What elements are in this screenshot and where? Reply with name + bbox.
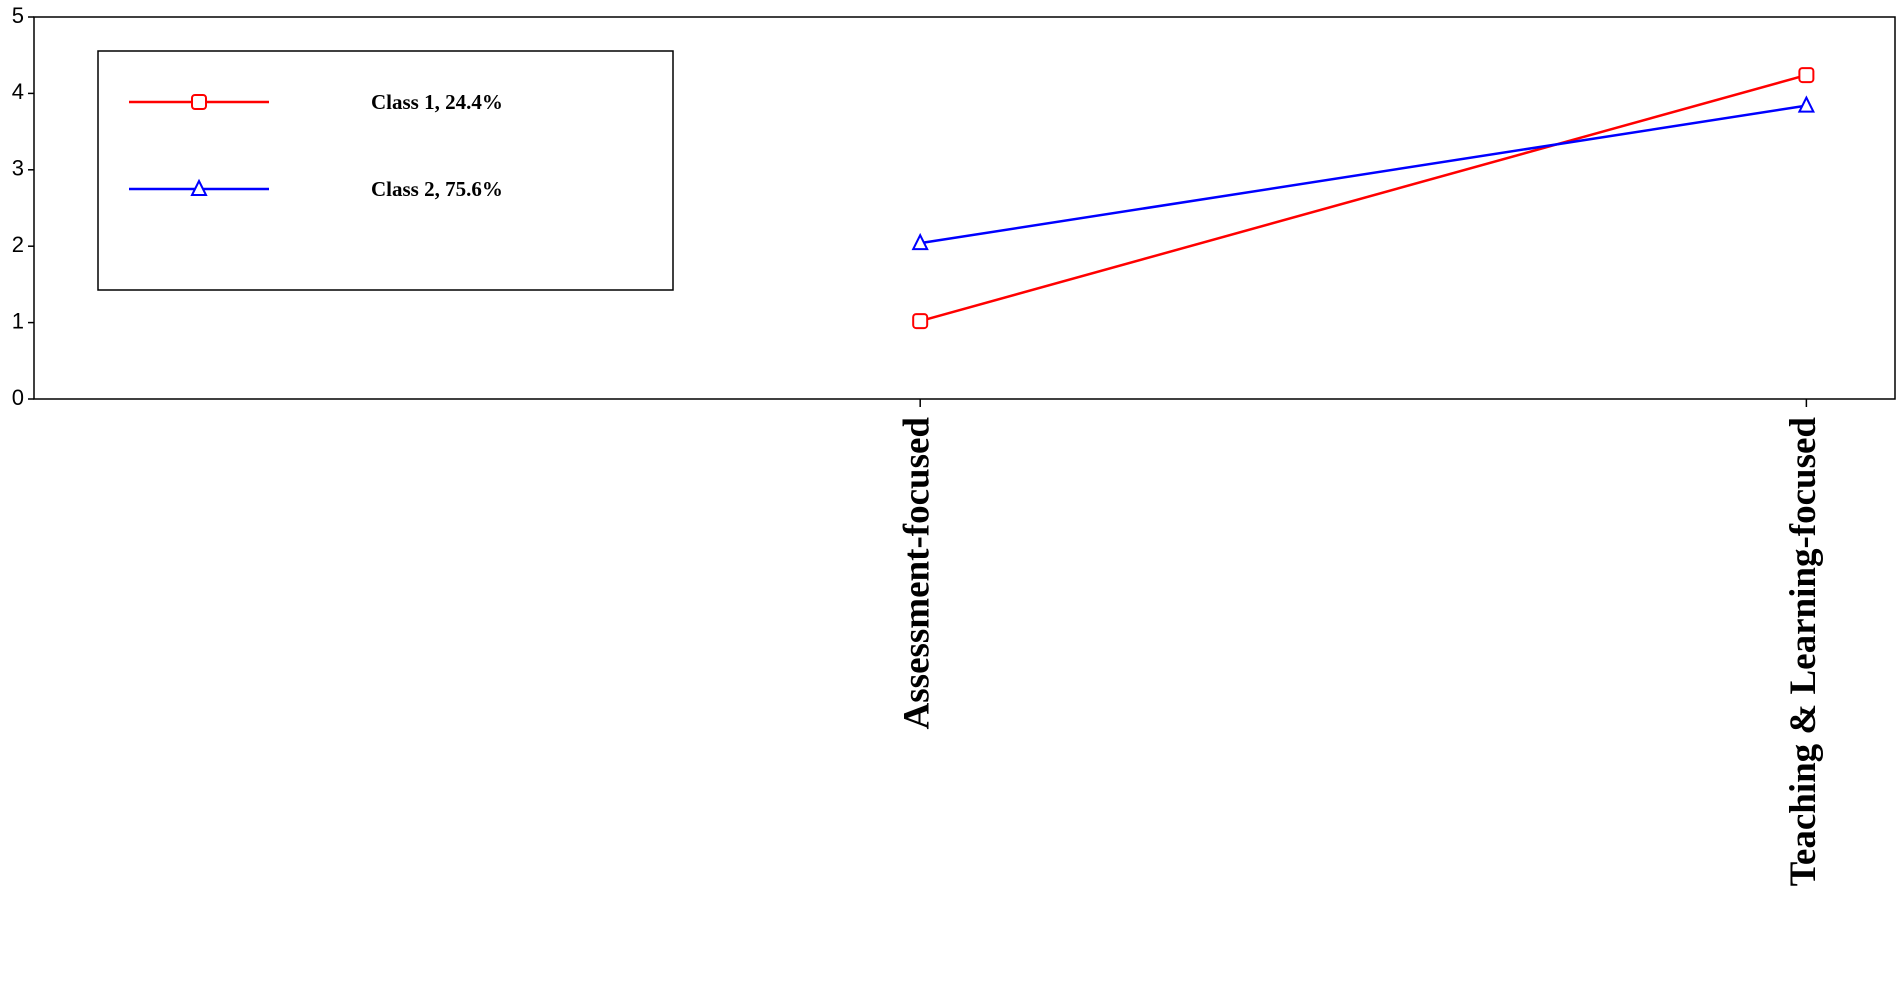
legend-box bbox=[97, 50, 674, 291]
x-tick-label: Teaching & Learning-focused bbox=[1783, 417, 1824, 887]
y-tick-label: 0 bbox=[12, 385, 24, 410]
legend-marker bbox=[190, 178, 208, 196]
legend: Class 1, 24.4% Class 2, 75.6% bbox=[97, 50, 674, 291]
legend-marker bbox=[191, 94, 207, 110]
legend-label: Class 2, 75.6% bbox=[371, 177, 503, 201]
y-tick-label: 4 bbox=[12, 79, 24, 104]
marker bbox=[1798, 67, 1815, 84]
y-tick-label: 1 bbox=[12, 308, 24, 333]
marker bbox=[1797, 95, 1815, 113]
series-line bbox=[919, 104, 1807, 245]
marker bbox=[912, 313, 929, 330]
marker bbox=[911, 232, 929, 251]
legend-label: Class 1, 24.4% bbox=[371, 90, 503, 114]
series-line bbox=[919, 73, 1807, 323]
y-tick-label: 3 bbox=[12, 156, 24, 181]
x-tick-label: Assessment-focused bbox=[897, 417, 938, 730]
y-tick-label: 2 bbox=[12, 232, 24, 257]
plot-frame bbox=[33, 16, 1896, 400]
y-tick-label: 5 bbox=[12, 3, 24, 28]
